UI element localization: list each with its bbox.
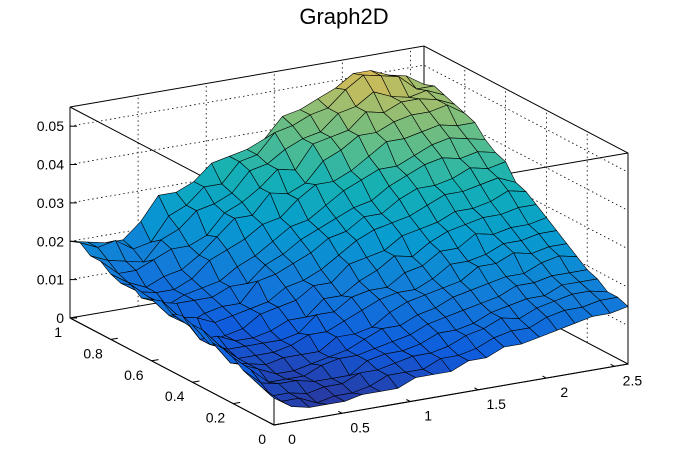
y-tick bbox=[110, 337, 118, 340]
surface-cell bbox=[599, 296, 629, 314]
axis-tick-labels: 00.010.020.030.040.0500.20.40.60.8100.51… bbox=[37, 118, 643, 447]
y-tick-label: 0.6 bbox=[124, 367, 144, 383]
y-tick-label: 0.4 bbox=[165, 388, 185, 404]
x-tick-label: 1 bbox=[424, 408, 432, 424]
x-tick-label: 2.5 bbox=[623, 372, 643, 388]
x-tick-label: 0 bbox=[288, 431, 296, 447]
x-tick bbox=[406, 399, 411, 402]
surface-mesh bbox=[69, 70, 629, 408]
y-tick-label: 0.8 bbox=[83, 345, 103, 361]
axis-ticks bbox=[69, 125, 615, 426]
y-axis-line bbox=[69, 317, 275, 426]
z-tick-label: 0 bbox=[56, 310, 64, 326]
y-tick bbox=[233, 401, 241, 405]
x-tick bbox=[269, 422, 275, 426]
z-tick-label: 0.02 bbox=[37, 233, 64, 249]
x-tick-label: 0.5 bbox=[350, 419, 370, 435]
y-tick bbox=[273, 423, 282, 426]
y-tick bbox=[192, 380, 200, 383]
x-tick-label: 1.5 bbox=[486, 396, 506, 412]
y-tick bbox=[151, 359, 159, 362]
x-tick bbox=[542, 375, 547, 379]
z-tick-label: 0.01 bbox=[37, 272, 64, 288]
x-tick bbox=[610, 363, 615, 367]
chart-title: Graph2D bbox=[299, 4, 388, 29]
y-tick-label: 1 bbox=[54, 324, 62, 340]
x-tick-label: 2 bbox=[560, 384, 568, 400]
x-axis-line bbox=[273, 363, 629, 426]
z-tick-label: 0.05 bbox=[37, 118, 64, 134]
y-tick-label: 0.2 bbox=[206, 410, 226, 426]
y-tick-label: 0 bbox=[258, 431, 266, 447]
z-tick-label: 0.03 bbox=[37, 195, 64, 211]
z-tick-label: 0.04 bbox=[37, 157, 64, 173]
y-tick bbox=[69, 316, 78, 319]
x-tick bbox=[474, 387, 479, 391]
x-tick bbox=[338, 410, 343, 414]
